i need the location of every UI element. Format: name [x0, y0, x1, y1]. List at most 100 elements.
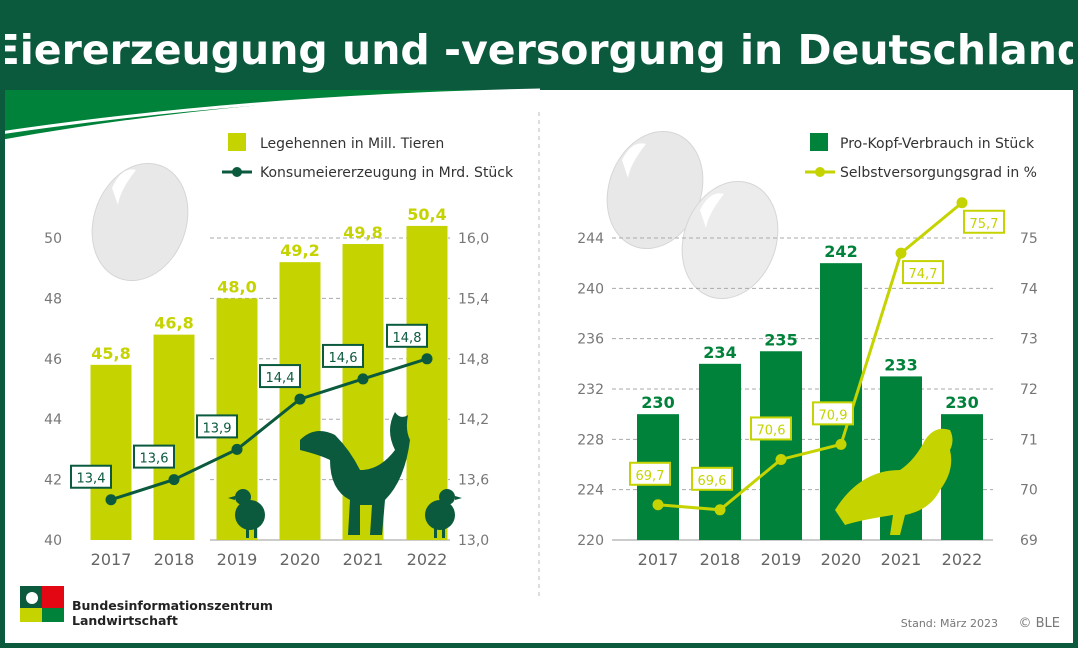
bar-value-label: 48,0	[217, 277, 256, 296]
line-point	[956, 197, 968, 209]
left-axis-tick: 50	[44, 231, 62, 247]
line-point	[895, 247, 907, 259]
left-axis-tick: 240	[577, 281, 604, 297]
bar-value-label: 230	[945, 393, 978, 412]
chart-left: 40 13,0 42 13,6 44 14,2 46 14,8 48 15,4 50 16,0 45,8…	[44, 205, 489, 569]
right-axis-tick: 74	[1020, 281, 1038, 297]
right-axis-tick: 14,8	[458, 352, 489, 368]
org-name-line1: Bundesinformationszentrum	[72, 598, 273, 613]
bar-value-label: 46,8	[154, 314, 193, 333]
line-point	[168, 474, 180, 486]
left-axis-tick: 46	[44, 352, 62, 368]
egg-icon	[681, 180, 779, 300]
bar-value-label: 49,8	[343, 223, 382, 242]
legend-swatch-line	[232, 167, 242, 177]
logo	[20, 586, 64, 622]
x-axis-tick: 2017	[638, 550, 679, 569]
hen-icon	[835, 428, 953, 535]
line-value-box	[196, 414, 238, 439]
line-value-label: 14,4	[266, 371, 295, 386]
bar-value-label: 242	[824, 242, 857, 261]
legend-left: Legehennen in Mill. Tieren Konsumeiererz…	[222, 133, 514, 181]
line-point	[775, 453, 787, 465]
line-value-label: 69,7	[636, 469, 665, 484]
bar-value-label: 45,8	[91, 344, 130, 363]
chick-icon	[425, 489, 462, 538]
left-axis-tick: 40	[44, 533, 62, 549]
egg-icon	[91, 162, 189, 282]
bar-value-label: 234	[703, 343, 736, 362]
legend-label: Legehennen in Mill. Tieren	[260, 136, 444, 152]
right-axis-tick: 16,0	[458, 231, 489, 247]
bar	[406, 225, 448, 541]
x-axis-tick: 2018	[154, 550, 195, 569]
line-point	[231, 443, 243, 455]
line-value-label: 13,6	[140, 452, 169, 467]
x-axis-tick: 2021	[881, 550, 922, 569]
line-value-label: 70,6	[757, 423, 786, 438]
line-value-label: 13,4	[77, 472, 106, 487]
right-axis-tick: 71	[1020, 432, 1038, 448]
line-value-label: 14,8	[393, 331, 422, 346]
right-axis-tick: 70	[1020, 483, 1038, 499]
left-axis-tick: 224	[577, 483, 604, 499]
line-point	[105, 494, 117, 506]
x-axis-tick: 2019	[761, 550, 802, 569]
header-swoosh-line	[0, 88, 541, 135]
copyright: © BLE	[1018, 616, 1060, 631]
x-axis-tick: 2022	[942, 550, 983, 569]
line-value-box	[750, 416, 792, 441]
left-axis-tick: 42	[44, 473, 62, 489]
line-value-label: 14,6	[329, 351, 358, 366]
left-axis-tick: 44	[44, 412, 62, 428]
right-axis-tick: 72	[1020, 382, 1038, 398]
line-point	[714, 504, 726, 516]
line-value-box	[812, 401, 854, 426]
bar-value-label: 50,4	[407, 205, 446, 224]
bar-value-label: 235	[764, 330, 797, 349]
line-value-box	[629, 461, 671, 486]
legend-label: Selbstversorgungsgrad in %	[840, 165, 1037, 181]
legend-right: Pro-Kopf-Verbrauch in Stück Selbstversor…	[805, 133, 1037, 181]
header-band	[0, 0, 1078, 90]
stand-date: Stand: März 2023	[901, 617, 998, 630]
line-value-box	[259, 364, 301, 389]
line-value-box	[70, 464, 112, 489]
bar-value-label: 49,2	[280, 241, 319, 260]
left-axis-tick: 236	[577, 332, 604, 348]
line-value-box	[902, 260, 944, 285]
x-axis-tick: 2022	[407, 550, 448, 569]
series-line	[657, 201, 963, 512]
legend-label: Pro-Kopf-Verbrauch in Stück	[840, 136, 1035, 152]
right-axis-tick: 75	[1020, 231, 1038, 247]
legend-swatch-bar	[228, 133, 246, 151]
header-swoosh	[0, 90, 540, 140]
egg-icon	[606, 130, 704, 250]
left-axis-tick: 48	[44, 291, 62, 307]
bar	[760, 351, 802, 540]
legend-label: Konsumeiererzeugung in Mrd. Stück	[260, 165, 514, 181]
bar-value-label: 233	[884, 355, 917, 374]
x-axis-tick: 2020	[821, 550, 862, 569]
bar-value-label: 230	[641, 393, 674, 412]
left-axis-tick: 220	[577, 533, 604, 549]
left-axis-tick: 228	[577, 432, 604, 448]
line-value-label: 75,7	[970, 217, 999, 232]
line-value-label: 74,7	[909, 267, 938, 282]
right-axis-tick: 69	[1020, 533, 1038, 549]
rooster-icon	[300, 412, 410, 535]
line-value-label: 13,9	[203, 421, 232, 436]
right-axis-tick: 15,4	[458, 291, 489, 307]
line-point	[421, 353, 433, 365]
right-axis-tick: 13,6	[458, 473, 489, 489]
page-title: Eiererzeugung und -versorgung in Deutsch…	[0, 26, 1078, 74]
line-value-box	[386, 323, 428, 348]
x-axis-tick: 2019	[217, 550, 258, 569]
line-point	[652, 499, 664, 511]
x-axis-tick: 2020	[280, 550, 321, 569]
right-axis-tick: 73	[1020, 332, 1038, 348]
line-value-box	[691, 466, 733, 491]
chick-icon	[228, 489, 265, 538]
